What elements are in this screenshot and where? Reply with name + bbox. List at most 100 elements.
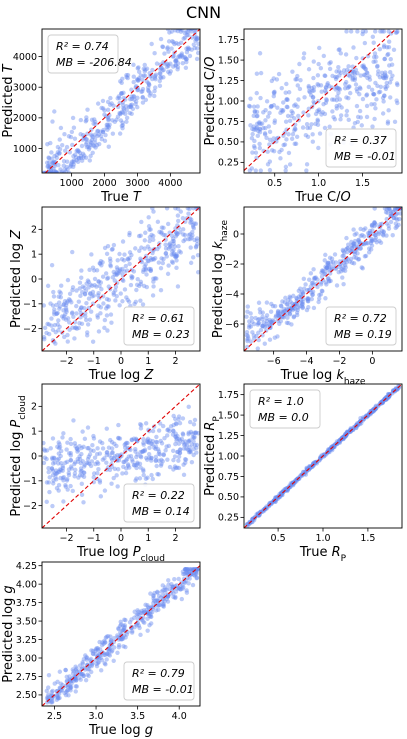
scatter-point (78, 315, 83, 320)
scatter-point (275, 334, 280, 339)
scatter-point (50, 688, 55, 694)
scatter-point (321, 53, 327, 59)
scatter-point (392, 119, 398, 125)
y-tick-label: 3.75 (16, 598, 37, 609)
scatter-point (383, 397, 389, 402)
x-axis-label: True log Z (88, 368, 155, 383)
scatter-point (184, 56, 189, 62)
scatter-point (173, 253, 179, 259)
scatter-point (106, 297, 112, 303)
scatter-point (123, 470, 129, 476)
scatter-point (267, 324, 273, 329)
scatter-point (122, 445, 128, 450)
scatter-point (118, 111, 123, 116)
scatter-point (48, 700, 54, 705)
scatter-point (265, 114, 271, 119)
scatter-point (251, 124, 257, 129)
scatter-point (173, 230, 178, 235)
scatter-point (270, 139, 276, 145)
scatter-point (146, 224, 152, 229)
scatter-point (86, 666, 92, 672)
scatter-point (78, 677, 83, 682)
scatter-point (53, 170, 59, 173)
scatter-point (181, 462, 186, 467)
scatter-point (360, 96, 366, 102)
scatter-point (169, 252, 174, 257)
scatter-point (96, 303, 101, 309)
scatter-point (268, 325, 273, 330)
scatter-point (115, 633, 120, 638)
scatter-point (162, 51, 167, 56)
scatter-point (193, 571, 198, 576)
y-tick-label: 1 (31, 426, 37, 437)
scatter-point (314, 281, 319, 287)
scatter-point (138, 298, 143, 303)
scatter-point (42, 325, 48, 331)
scatter-point (96, 329, 102, 334)
scatter-point (173, 63, 178, 68)
scatter-point (57, 146, 63, 152)
scatter-point (95, 446, 100, 451)
scatter-point (52, 159, 57, 164)
scatter-point (158, 62, 163, 67)
scatter-point (85, 672, 90, 677)
identity-line (42, 384, 200, 528)
scatter-point (91, 433, 96, 439)
stats-box (325, 128, 397, 168)
scatter-point (86, 460, 91, 466)
scatter-point (131, 436, 137, 441)
scatter-point (50, 461, 56, 466)
scatter-point (363, 66, 368, 71)
scatter-point (160, 588, 166, 593)
scatter-point (388, 209, 394, 214)
scatter-point (161, 604, 166, 609)
scatter-point (112, 441, 117, 447)
scatter-point (341, 68, 347, 73)
scatter-point (137, 248, 142, 253)
scatter-point (135, 608, 140, 613)
scatter-point (336, 270, 341, 275)
scatter-point (103, 132, 108, 138)
scatter-point (193, 430, 198, 435)
scatter-point (134, 613, 139, 618)
scatter-point (381, 29, 387, 34)
scatter-point (125, 75, 130, 81)
scatter-point (74, 666, 79, 671)
scatter-point (136, 283, 142, 289)
scatter-point (186, 430, 191, 435)
scatter-point (93, 647, 99, 652)
scatter-point (69, 311, 75, 316)
scatter-point (48, 301, 53, 306)
scatter-point (73, 689, 78, 694)
scatter-point (100, 440, 105, 446)
scatter-point (310, 292, 315, 298)
scatter-point (342, 432, 348, 437)
scatter-point (180, 29, 185, 33)
scatter-point (348, 248, 353, 253)
scatter-point (134, 437, 139, 442)
scatter-point (149, 73, 154, 78)
scatter-point (122, 623, 128, 628)
scatter-point (126, 299, 132, 304)
scatter-point (117, 635, 123, 641)
scatter-point (67, 327, 72, 332)
scatter-point (63, 482, 68, 488)
scatter-point (256, 121, 262, 126)
scatter-point (316, 458, 322, 463)
scatter-point (184, 59, 189, 65)
scatter-point (152, 590, 157, 596)
scatter-point (352, 77, 357, 83)
scatter-point (104, 657, 109, 662)
scatter-point (358, 245, 363, 251)
scatter-point (63, 692, 69, 698)
scatter-point (334, 74, 340, 80)
scatter-point (119, 256, 125, 262)
scatter-point (120, 636, 126, 641)
scatter-point (324, 85, 329, 91)
scatter-point (120, 635, 125, 640)
scatter-point (77, 675, 82, 681)
scatter-point (336, 90, 341, 96)
scatter-point (91, 436, 97, 441)
scatter-point (193, 221, 199, 226)
scatter-point (87, 317, 93, 322)
